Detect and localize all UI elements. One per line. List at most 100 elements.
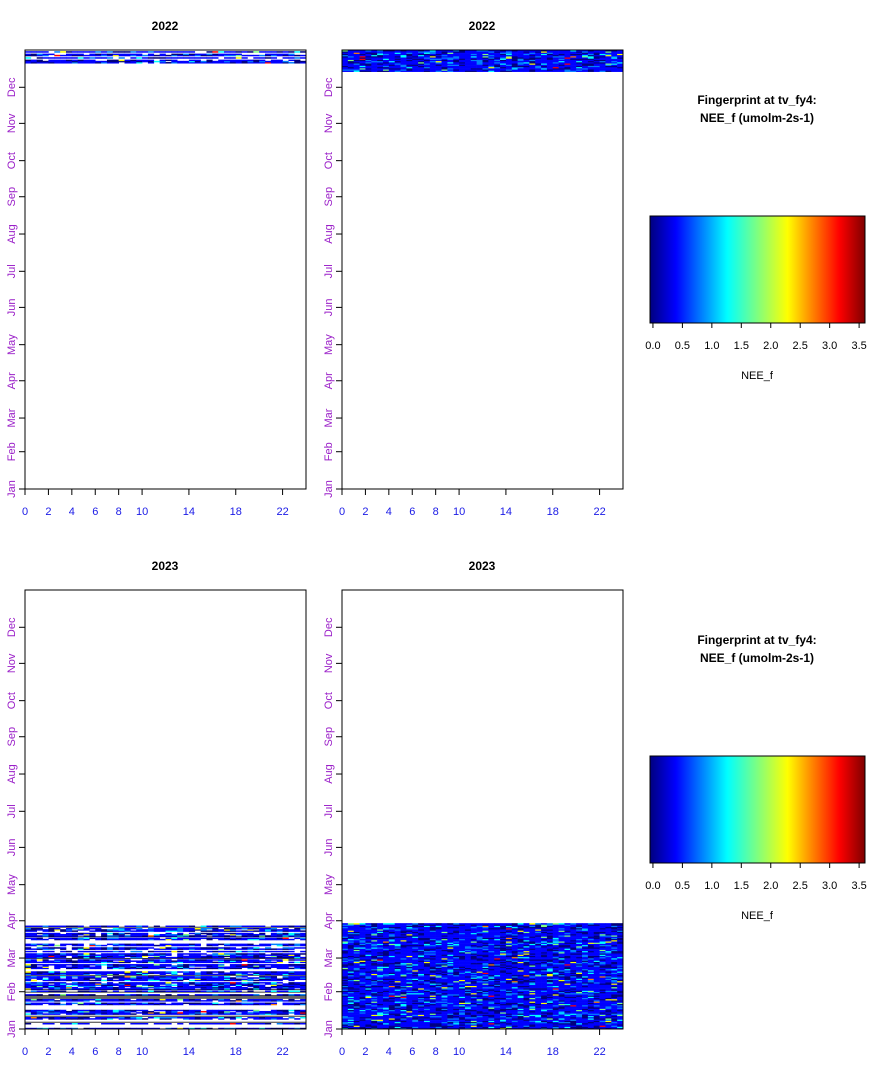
- heatmap-cell: [77, 959, 84, 961]
- heatmap-cell: [153, 1012, 160, 1014]
- heatmap-cell: [541, 52, 548, 54]
- heatmap-cell: [541, 1010, 548, 1013]
- heatmap-cell: [288, 1003, 295, 1006]
- heatmap-cell: [142, 990, 149, 993]
- heatmap-cell: [482, 54, 489, 57]
- heatmap-cell: [253, 1000, 260, 1002]
- heatmap-cell: [482, 1012, 489, 1014]
- heatmap-cell: [476, 59, 483, 62]
- heatmap-cell: [517, 1018, 524, 1020]
- heatmap-cell: [54, 935, 61, 937]
- heatmap-cell: [517, 1012, 524, 1014]
- heatmap-cell: [183, 955, 190, 958]
- heatmap-cell: [112, 930, 119, 932]
- heatmap-cell: [54, 983, 61, 985]
- heatmap-cell: [288, 979, 295, 982]
- heatmap-cell: [265, 62, 272, 64]
- heatmap-cell: [365, 1021, 372, 1024]
- heatmap-cell: [206, 964, 213, 966]
- heatmap-cell: [435, 997, 442, 1000]
- heatmap-cell: [371, 1006, 378, 1008]
- heatmap-cell: [95, 973, 102, 976]
- heatmap-cell: [365, 64, 372, 66]
- heatmap-cell: [511, 50, 518, 52]
- heatmap-cell: [288, 973, 295, 976]
- heatmap-cell: [153, 964, 160, 966]
- heatmap-cell: [605, 66, 612, 69]
- heatmap-cell: [48, 1012, 55, 1014]
- heatmap-cell: [153, 972, 160, 974]
- heatmap-cell: [159, 960, 166, 962]
- heatmap-cell: [171, 62, 178, 64]
- heatmap-cell: [270, 972, 278, 974]
- heatmap-cell: [447, 1026, 454, 1029]
- heatmap-cell: [194, 979, 201, 982]
- heatmap-cell: [95, 53, 102, 56]
- heatmap-cell: [476, 1000, 483, 1002]
- heatmap-cell: [206, 979, 213, 982]
- heatmap-cell: [83, 955, 90, 958]
- heatmap-cell: [558, 1007, 565, 1009]
- heatmap-cell: [235, 925, 242, 928]
- heatmap-cell: [112, 1022, 119, 1025]
- heatmap-cell: [60, 985, 67, 988]
- heatmap-cell: [259, 932, 266, 935]
- heatmap-cell: [95, 927, 102, 930]
- heatmap-cell: [153, 925, 160, 928]
- heatmap-cell: [188, 930, 196, 932]
- heatmap-cell: [412, 1024, 419, 1026]
- heatmap-cell: [541, 1018, 548, 1020]
- heatmap-cell: [30, 954, 37, 956]
- heatmap-cell: [54, 961, 61, 964]
- heatmap-cell: [276, 984, 283, 986]
- heatmap-cell: [611, 51, 618, 53]
- heatmap-cell: [112, 990, 119, 993]
- heatmap-cell: [118, 960, 125, 962]
- heatmap-cell: [353, 1014, 360, 1017]
- heatmap-cell: [276, 929, 283, 931]
- heatmap-cell: [406, 64, 413, 66]
- heatmap-cell: [200, 60, 207, 63]
- heatmap-cell: [270, 932, 278, 935]
- heatmap-cell: [546, 52, 554, 54]
- heatmap-cell: [42, 985, 49, 988]
- heatmap-cell: [265, 978, 272, 980]
- heatmap-cell: [294, 1002, 301, 1005]
- heatmap-cell: [464, 1026, 472, 1029]
- heatmap-cell: [30, 976, 37, 978]
- heatmap-cell: [611, 1021, 618, 1024]
- heatmap-cell: [488, 53, 495, 56]
- heatmap-cell: [441, 64, 448, 66]
- heatmap-cell: [200, 1000, 207, 1002]
- heatmap-cell: [106, 972, 114, 974]
- heatmap-cell: [587, 1009, 595, 1012]
- heatmap-cell: [587, 53, 595, 56]
- heatmap-cell: [265, 976, 272, 978]
- heatmap-cell: [71, 967, 78, 970]
- heatmap-cell: [229, 937, 237, 940]
- heatmap-cell: [541, 66, 548, 69]
- heatmap-cell: [294, 984, 301, 986]
- heatmap-cell: [423, 1000, 431, 1002]
- heatmap-cell: [605, 995, 612, 997]
- heatmap-cell: [71, 932, 78, 935]
- heatmap-cell: [541, 995, 548, 997]
- heatmap-cell: [482, 58, 489, 60]
- heatmap-cell: [136, 927, 143, 930]
- heatmap-cell: [253, 961, 260, 964]
- heatmap-cell: [130, 971, 137, 973]
- heatmap-cell: [388, 1013, 395, 1015]
- heatmap-cell: [229, 947, 237, 949]
- heatmap-cell: [106, 62, 114, 64]
- heatmap-cell: [276, 60, 283, 63]
- heatmap-cell: [377, 63, 384, 65]
- heatmap-cell: [200, 978, 207, 980]
- heatmap-cell: [218, 965, 225, 967]
- heatmap-cell: [611, 1010, 618, 1013]
- heatmap-cell: [406, 60, 413, 63]
- heatmap-cell: [177, 53, 184, 56]
- heatmap-cell: [587, 58, 595, 60]
- heatmap-cell: [89, 986, 96, 989]
- heatmap-cell: [83, 984, 90, 986]
- heatmap-cell: [177, 961, 184, 964]
